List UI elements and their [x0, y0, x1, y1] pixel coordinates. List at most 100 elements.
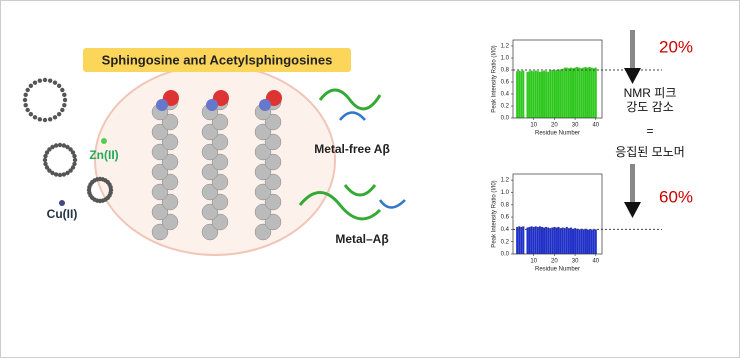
cu-ion	[59, 200, 65, 206]
x-tick-label: 40	[592, 259, 599, 265]
y-tick-label: 0.4	[501, 227, 510, 233]
sphere	[201, 163, 219, 181]
bar	[588, 230, 591, 254]
bar	[580, 228, 583, 254]
bar	[547, 227, 550, 254]
y-axis-label: Peak Intensity Ratio (I/I0)	[492, 180, 498, 247]
bar	[551, 70, 554, 118]
micelle-bead	[72, 157, 78, 163]
sphere	[211, 213, 229, 231]
x-tick-label: 40	[592, 123, 599, 129]
sphere	[151, 163, 169, 181]
plot-frame	[512, 39, 603, 119]
cu-label: Cu(II)	[47, 207, 78, 221]
sphere	[151, 143, 169, 161]
note-line: 응집된 모노머	[615, 145, 685, 159]
sphere	[201, 183, 219, 201]
micelle-bead	[52, 115, 58, 120]
bar	[516, 71, 519, 118]
bar	[555, 70, 558, 118]
metal-free-label: Metal-free Aβ	[314, 142, 390, 156]
micelle-bead	[28, 83, 34, 89]
arrow-head	[624, 68, 641, 84]
micelle-bead	[22, 97, 28, 103]
bar	[561, 227, 564, 254]
y-tick-label: 0.2	[501, 239, 510, 245]
x-tick-label: 10	[530, 259, 537, 265]
micelle-bead	[72, 161, 77, 167]
micelle-bead	[65, 170, 70, 176]
metal-label: Metal–Aβ	[335, 232, 388, 246]
x-tick-label: 10	[530, 123, 537, 129]
micelle-bead	[47, 147, 52, 152]
sphere	[211, 193, 229, 211]
bar	[540, 71, 543, 118]
bar	[518, 70, 521, 118]
micelle-bead	[50, 144, 55, 150]
bar	[588, 67, 591, 118]
micelle-bead	[70, 165, 76, 170]
plot-frame	[512, 173, 603, 255]
micelle-bead	[61, 143, 67, 148]
bar	[594, 229, 597, 254]
bar	[532, 71, 535, 118]
sphere	[161, 113, 179, 131]
micelle-bead	[61, 172, 67, 177]
micelle-bead	[32, 80, 38, 85]
bar	[520, 71, 523, 118]
sphere	[254, 143, 272, 161]
bar	[549, 228, 552, 254]
bar	[559, 69, 562, 118]
micelle-bead	[43, 161, 48, 167]
sphere	[264, 193, 282, 211]
micelle-bead	[62, 92, 67, 98]
bar	[530, 70, 533, 118]
bar	[555, 227, 558, 254]
bar	[563, 67, 566, 118]
bar	[580, 68, 583, 118]
bar	[569, 67, 572, 118]
micelle-bead	[62, 102, 67, 108]
y-tick-label: 0.4	[501, 92, 510, 98]
micelle-bead	[42, 77, 48, 83]
note-line: NMR 피크	[624, 86, 677, 100]
micelle-bead	[32, 115, 38, 120]
sphere	[254, 223, 272, 241]
bar	[528, 226, 531, 254]
bar	[530, 226, 533, 254]
head-group	[206, 99, 218, 111]
x-tick-label: 30	[572, 259, 579, 265]
micelle-bead	[37, 117, 43, 122]
sphere	[161, 213, 179, 231]
bar	[582, 229, 585, 254]
charts: 0.0 0.2 0.4 0.6 0.8 1.0 1.2 10 20 30 40 Residue Num…	[492, 30, 693, 273]
sphere	[161, 173, 179, 191]
bar	[584, 67, 587, 118]
annotation: 20%	[659, 37, 693, 56]
micelle-bead	[47, 78, 53, 83]
bar	[526, 227, 529, 254]
arrow-shaft	[630, 30, 635, 70]
y-tick-label: 1.0	[501, 190, 510, 196]
y-tick-label: 0.6	[501, 80, 510, 86]
sphere	[254, 123, 272, 141]
bar	[522, 70, 525, 118]
bar	[578, 67, 581, 118]
bar	[569, 227, 572, 254]
sphere	[211, 133, 229, 151]
arrow-shaft	[630, 164, 635, 204]
micelle-bead	[23, 102, 28, 108]
y-tick-label: 0.0	[501, 116, 510, 122]
bar	[536, 71, 539, 118]
sphere	[201, 203, 219, 221]
micelle-bead	[53, 172, 59, 177]
bar	[574, 67, 577, 118]
sphere	[264, 173, 282, 191]
bar	[559, 228, 562, 254]
y-tick-label: 1.2	[501, 178, 510, 184]
bar	[516, 226, 519, 254]
sphere	[161, 133, 179, 151]
zn-label: Zn(II)	[89, 148, 118, 162]
